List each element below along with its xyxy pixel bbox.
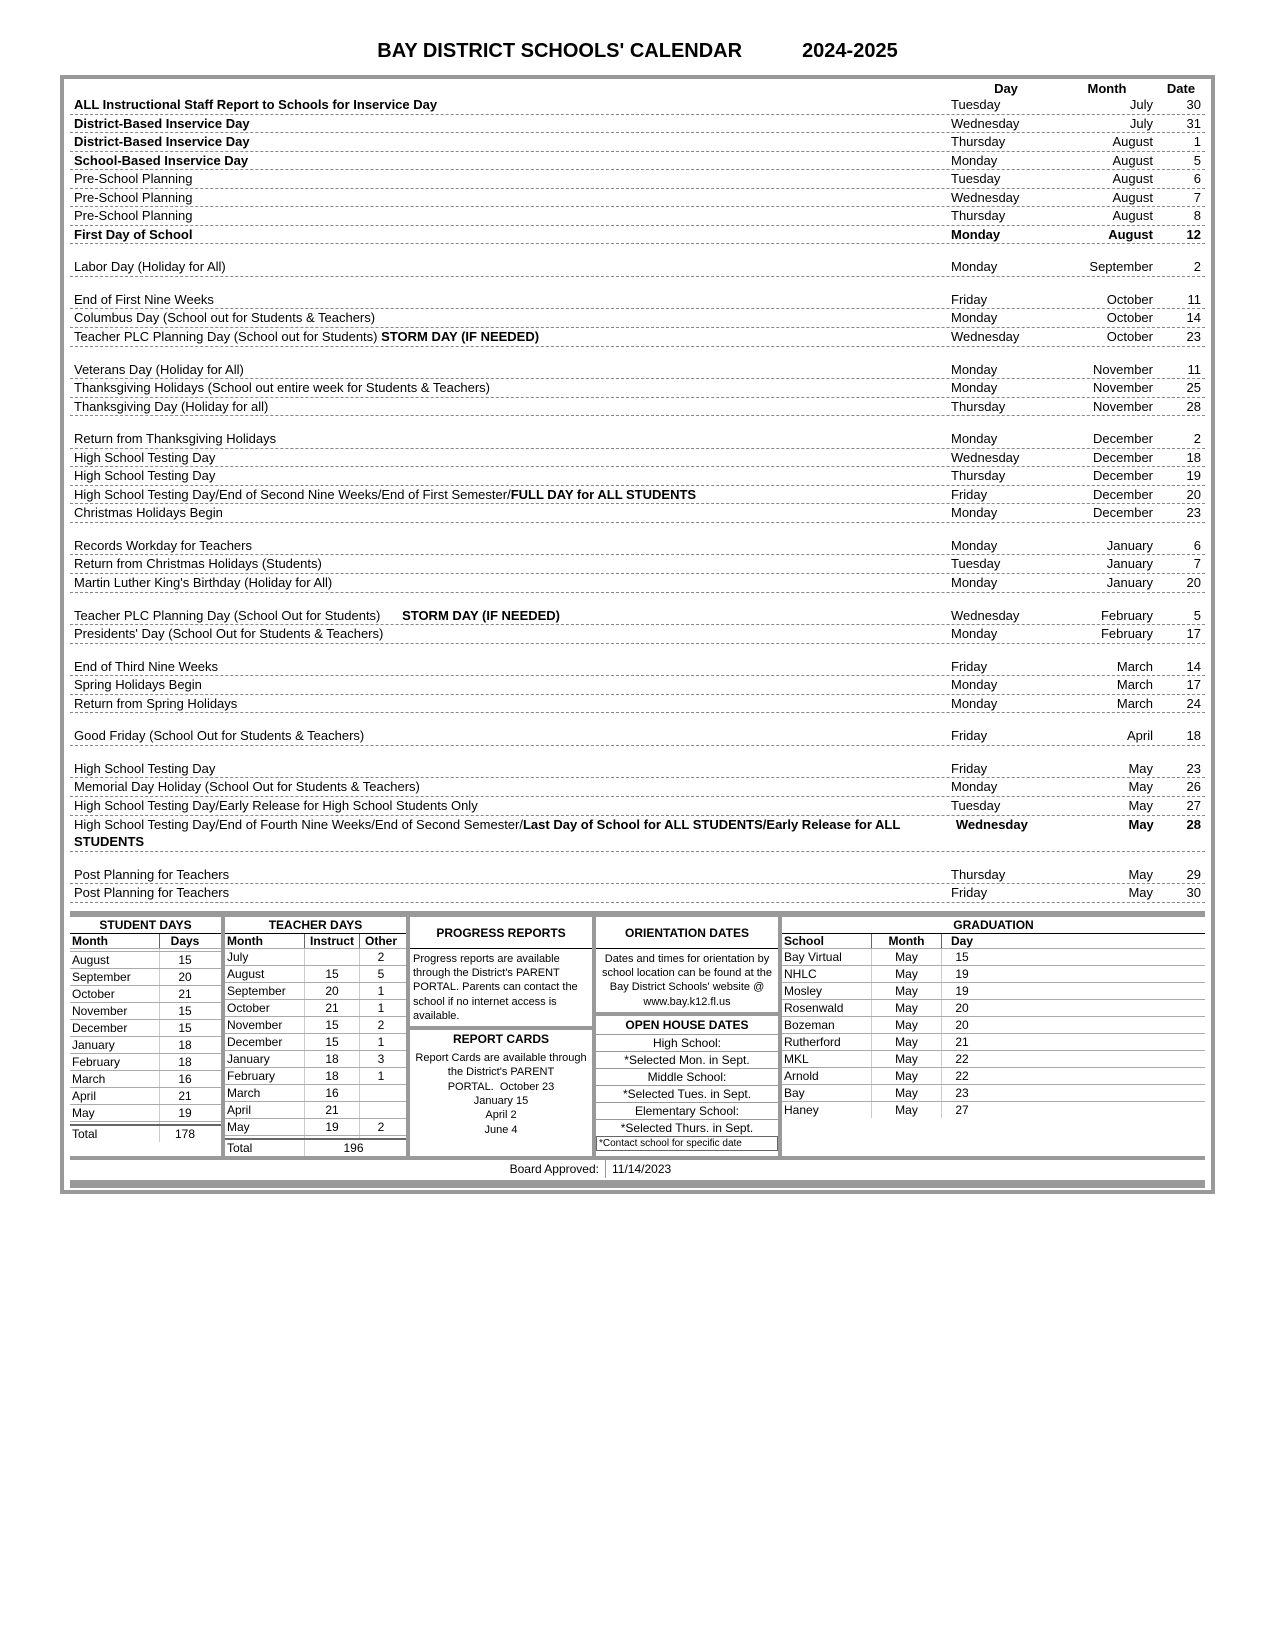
- openhouse-row: High School:: [596, 1034, 778, 1051]
- event-row: District-Based Inservice DayWednesdayJul…: [70, 115, 1205, 134]
- progress-col: PROGRESS REPORTS Progress reports are av…: [410, 917, 596, 1156]
- table-row: September20: [70, 968, 221, 985]
- table-row: April21: [70, 1087, 221, 1104]
- openhouse-row: Middle School:: [596, 1068, 778, 1085]
- event-row: Return from Christmas Holidays (Students…: [70, 555, 1205, 574]
- event-row: Presidents' Day (School Out for Students…: [70, 625, 1205, 644]
- event-row: Veterans Day (Holiday for All)MondayNove…: [70, 361, 1205, 380]
- bottom-section: STUDENT DAYS MonthDays August15September…: [70, 911, 1205, 1178]
- event-row: Pre-School PlanningTuesdayAugust6: [70, 170, 1205, 189]
- event-row: Martin Luther King's Birthday (Holiday f…: [70, 574, 1205, 593]
- table-row: NHLCMay19: [782, 965, 1205, 982]
- calendar-frame: Day Month Date ALL Instructional Staff R…: [60, 75, 1215, 1194]
- event-row: High School Testing DayWednesdayDecember…: [70, 449, 1205, 468]
- event-row: High School Testing Day/Early Release fo…: [70, 797, 1205, 816]
- footer-row: Board Approved: 11/14/2023: [70, 1156, 1205, 1178]
- event-row: Thanksgiving Day (Holiday for all)Thursd…: [70, 398, 1205, 417]
- event-row: Return from Spring HolidaysMondayMarch24: [70, 695, 1205, 714]
- table-row: [70, 1121, 221, 1124]
- event-row: Christmas Holidays BeginMondayDecember23: [70, 504, 1205, 523]
- event-row: Labor Day (Holiday for All)MondaySeptemb…: [70, 258, 1205, 277]
- table-row: December15: [70, 1019, 221, 1036]
- event-row: District-Based Inservice DayThursdayAugu…: [70, 133, 1205, 152]
- event-row: School-Based Inservice DayMondayAugust5: [70, 152, 1205, 171]
- event-row: High School Testing Day/End of Fourth Ni…: [70, 816, 1205, 852]
- event-row: Post Planning for TeachersFridayMay30: [70, 884, 1205, 903]
- table-row: August155: [225, 965, 406, 982]
- table-row: BozemanMay20: [782, 1016, 1205, 1033]
- event-row: Post Planning for TeachersThursdayMay29: [70, 866, 1205, 885]
- event-row: Spring Holidays BeginMondayMarch17: [70, 676, 1205, 695]
- openhouse-row: Elementary School:: [596, 1102, 778, 1119]
- table-row: February181: [225, 1067, 406, 1084]
- table-row: November152: [225, 1016, 406, 1033]
- table-row: March16: [225, 1084, 406, 1101]
- event-row: Pre-School PlanningThursdayAugust8: [70, 207, 1205, 226]
- table-row: May192: [225, 1118, 406, 1135]
- column-headers: Day Month Date: [70, 81, 1205, 96]
- event-row: Teacher PLC Planning Day (School Out for…: [70, 607, 1205, 626]
- events-list: ALL Instructional Staff Report to School…: [70, 96, 1205, 903]
- table-row: [225, 1135, 406, 1138]
- table-row: January18: [70, 1036, 221, 1053]
- openhouse-row: *Selected Thurs. in Sept.: [596, 1119, 778, 1136]
- table-row: October21: [70, 985, 221, 1002]
- event-row: First Day of SchoolMondayAugust12: [70, 226, 1205, 245]
- event-row: Memorial Day Holiday (School Out for Stu…: [70, 778, 1205, 797]
- table-row: [70, 948, 221, 951]
- table-row: MosleyMay19: [782, 982, 1205, 999]
- table-row: July2: [225, 948, 406, 965]
- orientation-col: ORIENTATION DATES Dates and times for or…: [596, 917, 782, 1156]
- table-row: April21: [225, 1101, 406, 1118]
- event-row: Thanksgiving Holidays (School out entire…: [70, 379, 1205, 398]
- event-row: Records Workday for TeachersMondayJanuar…: [70, 537, 1205, 556]
- event-row: High School Testing Day/End of Second Ni…: [70, 486, 1205, 505]
- student-days-col: STUDENT DAYS MonthDays August15September…: [70, 917, 225, 1156]
- event-row: Good Friday (School Out for Students & T…: [70, 727, 1205, 746]
- table-row: RutherfordMay21: [782, 1033, 1205, 1050]
- table-row: MKLMay22: [782, 1050, 1205, 1067]
- event-row: Return from Thanksgiving HolidaysMondayD…: [70, 430, 1205, 449]
- event-row: End of Third Nine WeeksFridayMarch14: [70, 658, 1205, 677]
- event-row: End of First Nine WeeksFridayOctober11: [70, 291, 1205, 310]
- table-row: November15: [70, 1002, 221, 1019]
- table-row: BayMay23: [782, 1084, 1205, 1101]
- table-row: Bay VirtualMay15: [782, 948, 1205, 965]
- event-row: ALL Instructional Staff Report to School…: [70, 96, 1205, 115]
- table-row: February18: [70, 1053, 221, 1070]
- teacher-days-col: TEACHER DAYS MonthInstructOther July2Aug…: [225, 917, 410, 1156]
- table-row: October211: [225, 999, 406, 1016]
- table-row: HaneyMay27: [782, 1101, 1205, 1118]
- openhouse-row: *Selected Tues. in Sept.: [596, 1085, 778, 1102]
- table-row: ArnoldMay22: [782, 1067, 1205, 1084]
- table-row: September201: [225, 982, 406, 999]
- event-row: Columbus Day (School out for Students & …: [70, 309, 1205, 328]
- event-row: Pre-School PlanningWednesdayAugust7: [70, 189, 1205, 208]
- event-row: High School Testing DayFridayMay23: [70, 760, 1205, 779]
- openhouse-row: *Selected Mon. in Sept.: [596, 1051, 778, 1068]
- table-row: March16: [70, 1070, 221, 1087]
- table-row: RosenwaldMay20: [782, 999, 1205, 1016]
- table-row: December151: [225, 1033, 406, 1050]
- graduation-col: GRADUATION SchoolMonthDay Bay VirtualMay…: [782, 917, 1205, 1156]
- event-row: High School Testing DayThursdayDecember1…: [70, 467, 1205, 486]
- page-title: BAY DISTRICT SCHOOLS' CALENDAR2024-2025: [60, 40, 1215, 63]
- table-row: August15: [70, 951, 221, 968]
- event-row: Teacher PLC Planning Day (School out for…: [70, 328, 1205, 347]
- table-row: January183: [225, 1050, 406, 1067]
- table-row: May19: [70, 1104, 221, 1121]
